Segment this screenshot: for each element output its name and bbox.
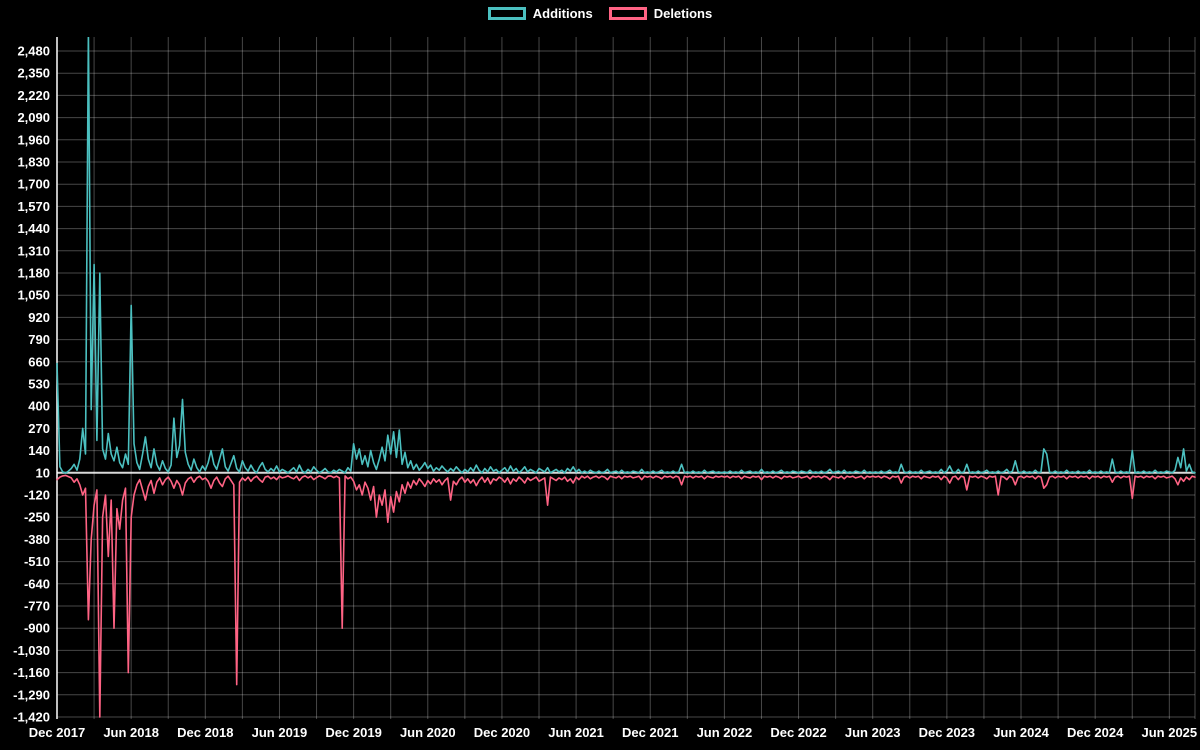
x-tick-label: Jun 2025: [1142, 725, 1198, 740]
y-tick-label: 2,350: [17, 66, 50, 81]
legend-label: Additions: [532, 6, 593, 21]
y-tick-label: -770: [24, 599, 50, 614]
y-tick-label: 1,570: [17, 199, 50, 214]
x-tick-label: Dec 2021: [622, 725, 678, 740]
y-tick-label: 140: [28, 443, 50, 458]
y-tick-label: 1,830: [17, 155, 50, 170]
x-tick-label: Dec 2017: [29, 725, 85, 740]
y-tick-label: 2,220: [17, 88, 50, 103]
y-tick-label: 1,440: [17, 221, 50, 236]
legend-label: Deletions: [653, 6, 713, 21]
x-tick-label: Dec 2019: [325, 725, 381, 740]
x-tick-label: Jun 2018: [103, 725, 159, 740]
x-tick-label: Jun 2021: [548, 725, 604, 740]
y-tick-label: 920: [28, 310, 50, 325]
series-line-deletions: [56, 474, 1196, 718]
y-tick-label: -510: [24, 554, 50, 569]
y-tick-label: 400: [28, 399, 50, 414]
y-tick-label: -120: [24, 488, 50, 503]
y-tick-label: -250: [24, 510, 50, 525]
y-tick-label: -1,030: [13, 643, 50, 658]
chart-legend: Additions Deletions: [0, 6, 1200, 21]
legend-item-additions[interactable]: Additions: [487, 6, 593, 21]
y-tick-label: 1,180: [17, 266, 50, 281]
x-tick-label: Jun 2020: [400, 725, 456, 740]
y-tick-label: -1,420: [13, 710, 50, 725]
legend-swatch-additions: [487, 7, 526, 20]
x-tick-label: Dec 2022: [770, 725, 826, 740]
y-tick-label: 10: [36, 465, 50, 480]
x-tick-label: Jun 2024: [993, 725, 1049, 740]
y-tick-label: -640: [24, 576, 50, 591]
y-tick-label: 1,700: [17, 177, 50, 192]
series-line-additions: [56, 37, 1196, 474]
x-tick-label: Dec 2020: [474, 725, 530, 740]
x-tick-label: Jun 2023: [845, 725, 901, 740]
tick-labels: 2,480 2,350 2,220 2,090 1,960 1,830 1,700 1,570…: [13, 44, 1197, 741]
legend-item-deletions[interactable]: Deletions: [608, 6, 713, 21]
gridlines: [56, 37, 1196, 719]
y-tick-label: -1,160: [13, 665, 50, 680]
y-tick-label: 2,090: [17, 110, 50, 125]
series-lines: [56, 37, 1196, 718]
x-tick-label: Dec 2024: [1067, 725, 1124, 740]
legend-swatch-deletions: [608, 7, 647, 20]
x-tick-label: Dec 2023: [919, 725, 975, 740]
y-tick-label: 790: [28, 332, 50, 347]
y-tick-label: -1,290: [13, 687, 50, 702]
x-tick-label: Jun 2022: [697, 725, 753, 740]
x-tick-label: Dec 2018: [177, 725, 233, 740]
y-tick-label: 1,310: [17, 243, 50, 258]
y-tick-label: 1,960: [17, 132, 50, 147]
y-tick-label: -900: [24, 621, 50, 636]
y-tick-label: 1,050: [17, 288, 50, 303]
y-tick-label: 530: [28, 377, 50, 392]
y-tick-label: -380: [24, 532, 50, 547]
y-tick-label: 2,480: [17, 44, 50, 59]
x-tick-label: Jun 2019: [252, 725, 308, 740]
y-tick-label: 660: [28, 354, 50, 369]
y-tick-label: 270: [28, 421, 50, 436]
